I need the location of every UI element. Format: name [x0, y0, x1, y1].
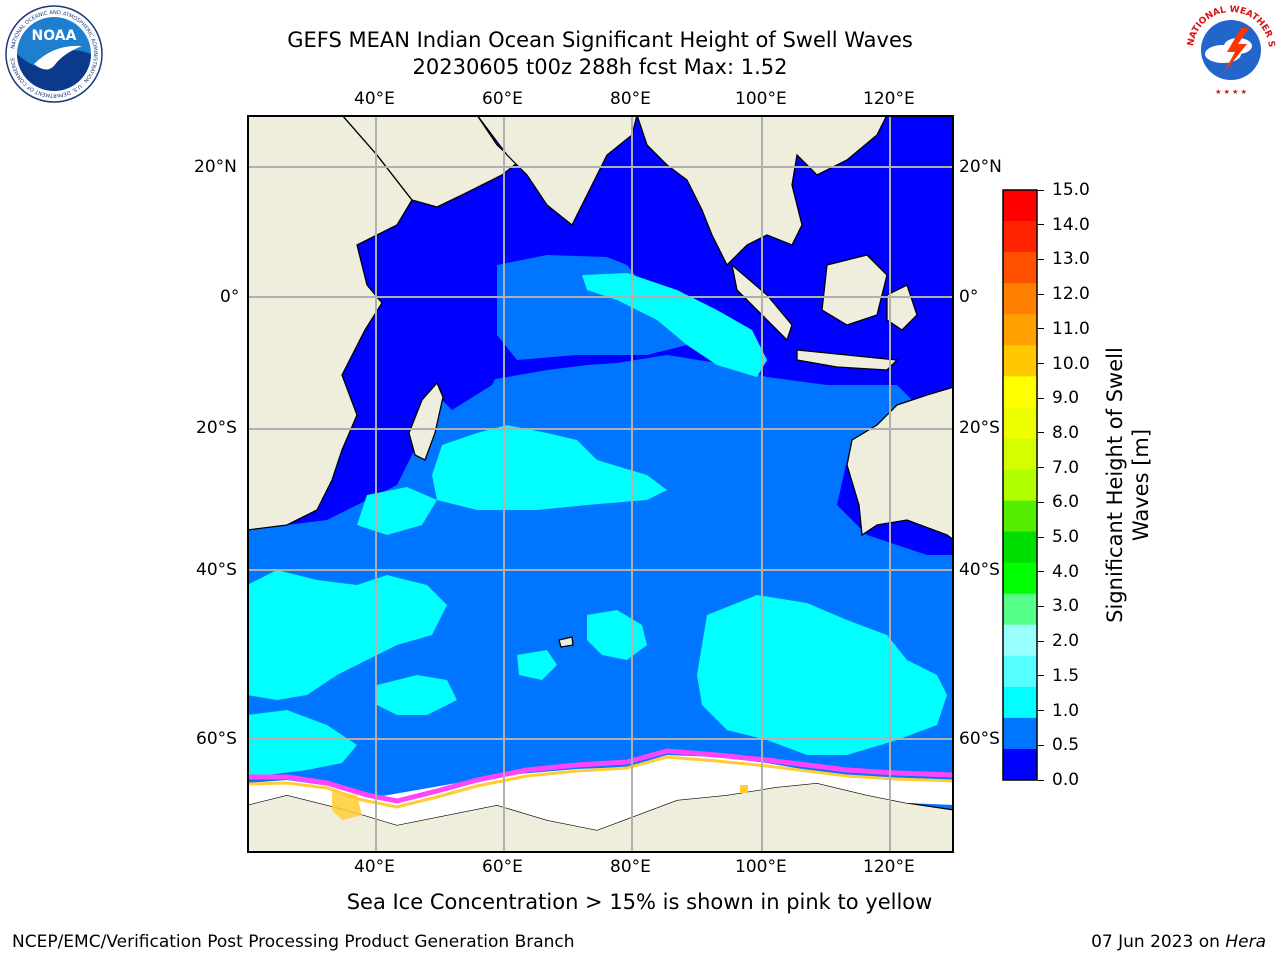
colorbar-tick-label: 7.0: [1052, 457, 1080, 478]
colorbar-swatch: [1003, 376, 1037, 408]
ocean-map: [247, 115, 954, 853]
colorbar-swatch: [1003, 190, 1037, 222]
chart-subtitle: 20230605 t00z 288h fcst Max: 1.52: [412, 55, 788, 79]
lon-label-bottom: 40°E: [354, 857, 395, 877]
colorbar-tick-label: 13.0: [1052, 249, 1090, 270]
colorbar-tick-label: 5.0: [1052, 527, 1080, 548]
colorbar-swatch: [1003, 283, 1037, 315]
lat-label-left: 60°S: [196, 729, 237, 749]
colorbar: [1002, 189, 1038, 781]
colorbar-tick-label: 1.0: [1052, 700, 1080, 721]
colorbar-tick: [1038, 675, 1044, 677]
colorbar-tick-label: 12.0: [1052, 284, 1090, 305]
colorbar-tick: [1038, 224, 1044, 226]
lat-label-right: 0°: [959, 287, 979, 307]
colorbar-title-line1: Significant Height of Swell: [1103, 347, 1127, 623]
sea-ice-white: [247, 755, 954, 830]
colorbar-tick-label: 10.0: [1052, 353, 1090, 374]
sea-ice-caption: Sea Ice Concentration > 15% is shown in …: [346, 890, 933, 914]
colorbar-tick-label: 11.0: [1052, 318, 1090, 339]
lon-label-bottom: 120°E: [863, 857, 915, 877]
ocean-band-1-1.5: [247, 273, 947, 775]
colorbar-swatch: [1003, 500, 1037, 533]
colorbar-swatch: [1003, 345, 1037, 377]
colorbar-tick: [1038, 467, 1044, 469]
footer-date: 07 Jun 2023 on Hera: [1091, 932, 1266, 952]
lon-label-top: 100°E: [735, 89, 787, 109]
colorbar-tick-label: 14.0: [1052, 214, 1090, 235]
colorbar-tick-label: 0.5: [1052, 735, 1080, 756]
lon-label-bottom: 60°E: [482, 857, 523, 877]
colorbar-tick: [1038, 571, 1044, 573]
colorbar-tick-label: 6.0: [1052, 492, 1080, 513]
lon-label-top: 60°E: [482, 89, 523, 109]
noaa-logo: NOAA NATIONAL OCEANIC AND ATMOSPHERIC AD…: [5, 5, 103, 103]
svg-text:NOAA: NOAA: [32, 28, 77, 44]
colorbar-swatch: [1003, 686, 1037, 719]
lon-label-top: 80°E: [610, 89, 651, 109]
colorbar-swatch: [1003, 717, 1037, 750]
colorbar-tick-label: 4.0: [1052, 561, 1080, 582]
colorbar-tick-label: 3.0: [1052, 596, 1080, 617]
colorbar-swatch: [1003, 593, 1037, 626]
colorbar-tick: [1038, 779, 1044, 781]
lon-label-bottom: 80°E: [610, 857, 651, 877]
svg-text:★ ★ ★ ★: ★ ★ ★ ★: [1215, 88, 1247, 96]
colorbar-swatch: [1003, 438, 1037, 470]
colorbar-swatch: [1003, 624, 1037, 657]
colorbar-tick: [1038, 640, 1044, 642]
colorbar-tick-label: 0.0: [1052, 770, 1080, 790]
colorbar-swatch: [1003, 562, 1037, 595]
land: [247, 115, 954, 853]
colorbar-tick-label: 15.0: [1052, 180, 1090, 200]
lon-label-top: 40°E: [354, 89, 395, 109]
colorbar-swatch: [1003, 748, 1037, 781]
lat-label-left: 20°N: [194, 157, 237, 177]
lon-label-bottom: 100°E: [735, 857, 787, 877]
lon-label-top: 120°E: [863, 89, 915, 109]
colorbar-tick: [1038, 710, 1044, 712]
lat-label-left: 0°: [220, 287, 240, 307]
colorbar-tick: [1038, 397, 1044, 399]
footer-host: Hera: [1225, 932, 1266, 952]
colorbar-tick: [1038, 432, 1044, 434]
colorbar-tick-label: 9.0: [1052, 388, 1080, 409]
colorbar-tick: [1038, 328, 1044, 330]
chart-title: GEFS MEAN Indian Ocean Significant Heigh…: [287, 28, 913, 52]
lat-label-left: 40°S: [196, 560, 237, 580]
colorbar-swatch: [1003, 531, 1037, 564]
lat-label-right: 40°S: [959, 560, 1000, 580]
lat-label-right: 20°N: [959, 157, 1002, 177]
colorbar-tick: [1038, 363, 1044, 365]
colorbar-tick: [1038, 605, 1044, 607]
colorbar-swatch: [1003, 221, 1037, 253]
footer-date-text: 07 Jun 2023 on: [1091, 932, 1226, 952]
colorbar-swatch: [1003, 655, 1037, 688]
colorbar-tick: [1038, 501, 1044, 503]
colorbar-tick: [1038, 744, 1044, 746]
colorbar-tick: [1038, 258, 1044, 260]
colorbar-tick: [1038, 293, 1044, 295]
colorbar-title: Significant Height of Swell Waves [m]: [1102, 305, 1154, 665]
colorbar-tick-label: 2.0: [1052, 631, 1080, 652]
colorbar-tick: [1038, 189, 1044, 191]
graticule: [247, 115, 954, 853]
colorbar-tick-label: 8.0: [1052, 422, 1080, 443]
colorbar-swatch: [1003, 469, 1037, 502]
colorbar-title-line2: Waves [m]: [1129, 428, 1153, 542]
footer-credit: NCEP/EMC/Verification Post Processing Pr…: [12, 932, 575, 952]
lat-label-left: 20°S: [196, 418, 237, 438]
lat-label-right: 60°S: [959, 729, 1000, 749]
colorbar-swatch: [1003, 314, 1037, 346]
lat-label-right: 20°S: [959, 418, 1000, 438]
sea-ice-edge-pink: [247, 748, 954, 804]
nws-logo: NATIONAL WEATHER SERVICE ★ ★ ★ ★: [1183, 2, 1277, 96]
colorbar-tick: [1038, 536, 1044, 538]
colorbar-tick-label: 1.5: [1052, 665, 1080, 686]
colorbar-swatch: [1003, 407, 1037, 439]
colorbar-swatch: [1003, 252, 1037, 284]
